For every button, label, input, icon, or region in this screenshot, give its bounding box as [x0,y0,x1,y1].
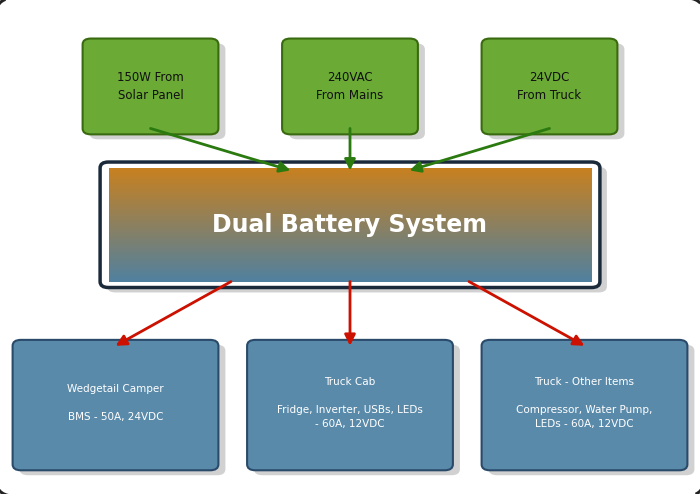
FancyBboxPatch shape [20,345,225,475]
FancyBboxPatch shape [107,167,607,292]
FancyBboxPatch shape [13,340,218,470]
FancyBboxPatch shape [83,39,218,134]
FancyBboxPatch shape [254,345,460,475]
Text: Dual Battery System: Dual Battery System [213,213,487,237]
Text: Wedgetail Camper

BMS - 50A, 24VDC: Wedgetail Camper BMS - 50A, 24VDC [67,384,164,421]
FancyBboxPatch shape [489,345,694,475]
FancyBboxPatch shape [482,340,687,470]
Text: 24VDC
From Truck: 24VDC From Truck [517,71,582,102]
FancyBboxPatch shape [100,162,600,288]
Text: 240VAC
From Mains: 240VAC From Mains [316,71,384,102]
Text: 150W From
Solar Panel: 150W From Solar Panel [117,71,184,102]
FancyBboxPatch shape [482,39,617,134]
Text: Truck - Other Items

Compressor, Water Pump,
LEDs - 60A, 12VDC: Truck - Other Items Compressor, Water Pu… [517,376,652,429]
FancyBboxPatch shape [489,43,624,139]
FancyBboxPatch shape [289,43,425,139]
FancyBboxPatch shape [90,43,225,139]
FancyBboxPatch shape [247,340,453,470]
FancyBboxPatch shape [282,39,418,134]
Text: Truck Cab

Fridge, Inverter, USBs, LEDs
- 60A, 12VDC: Truck Cab Fridge, Inverter, USBs, LEDs -… [277,376,423,429]
